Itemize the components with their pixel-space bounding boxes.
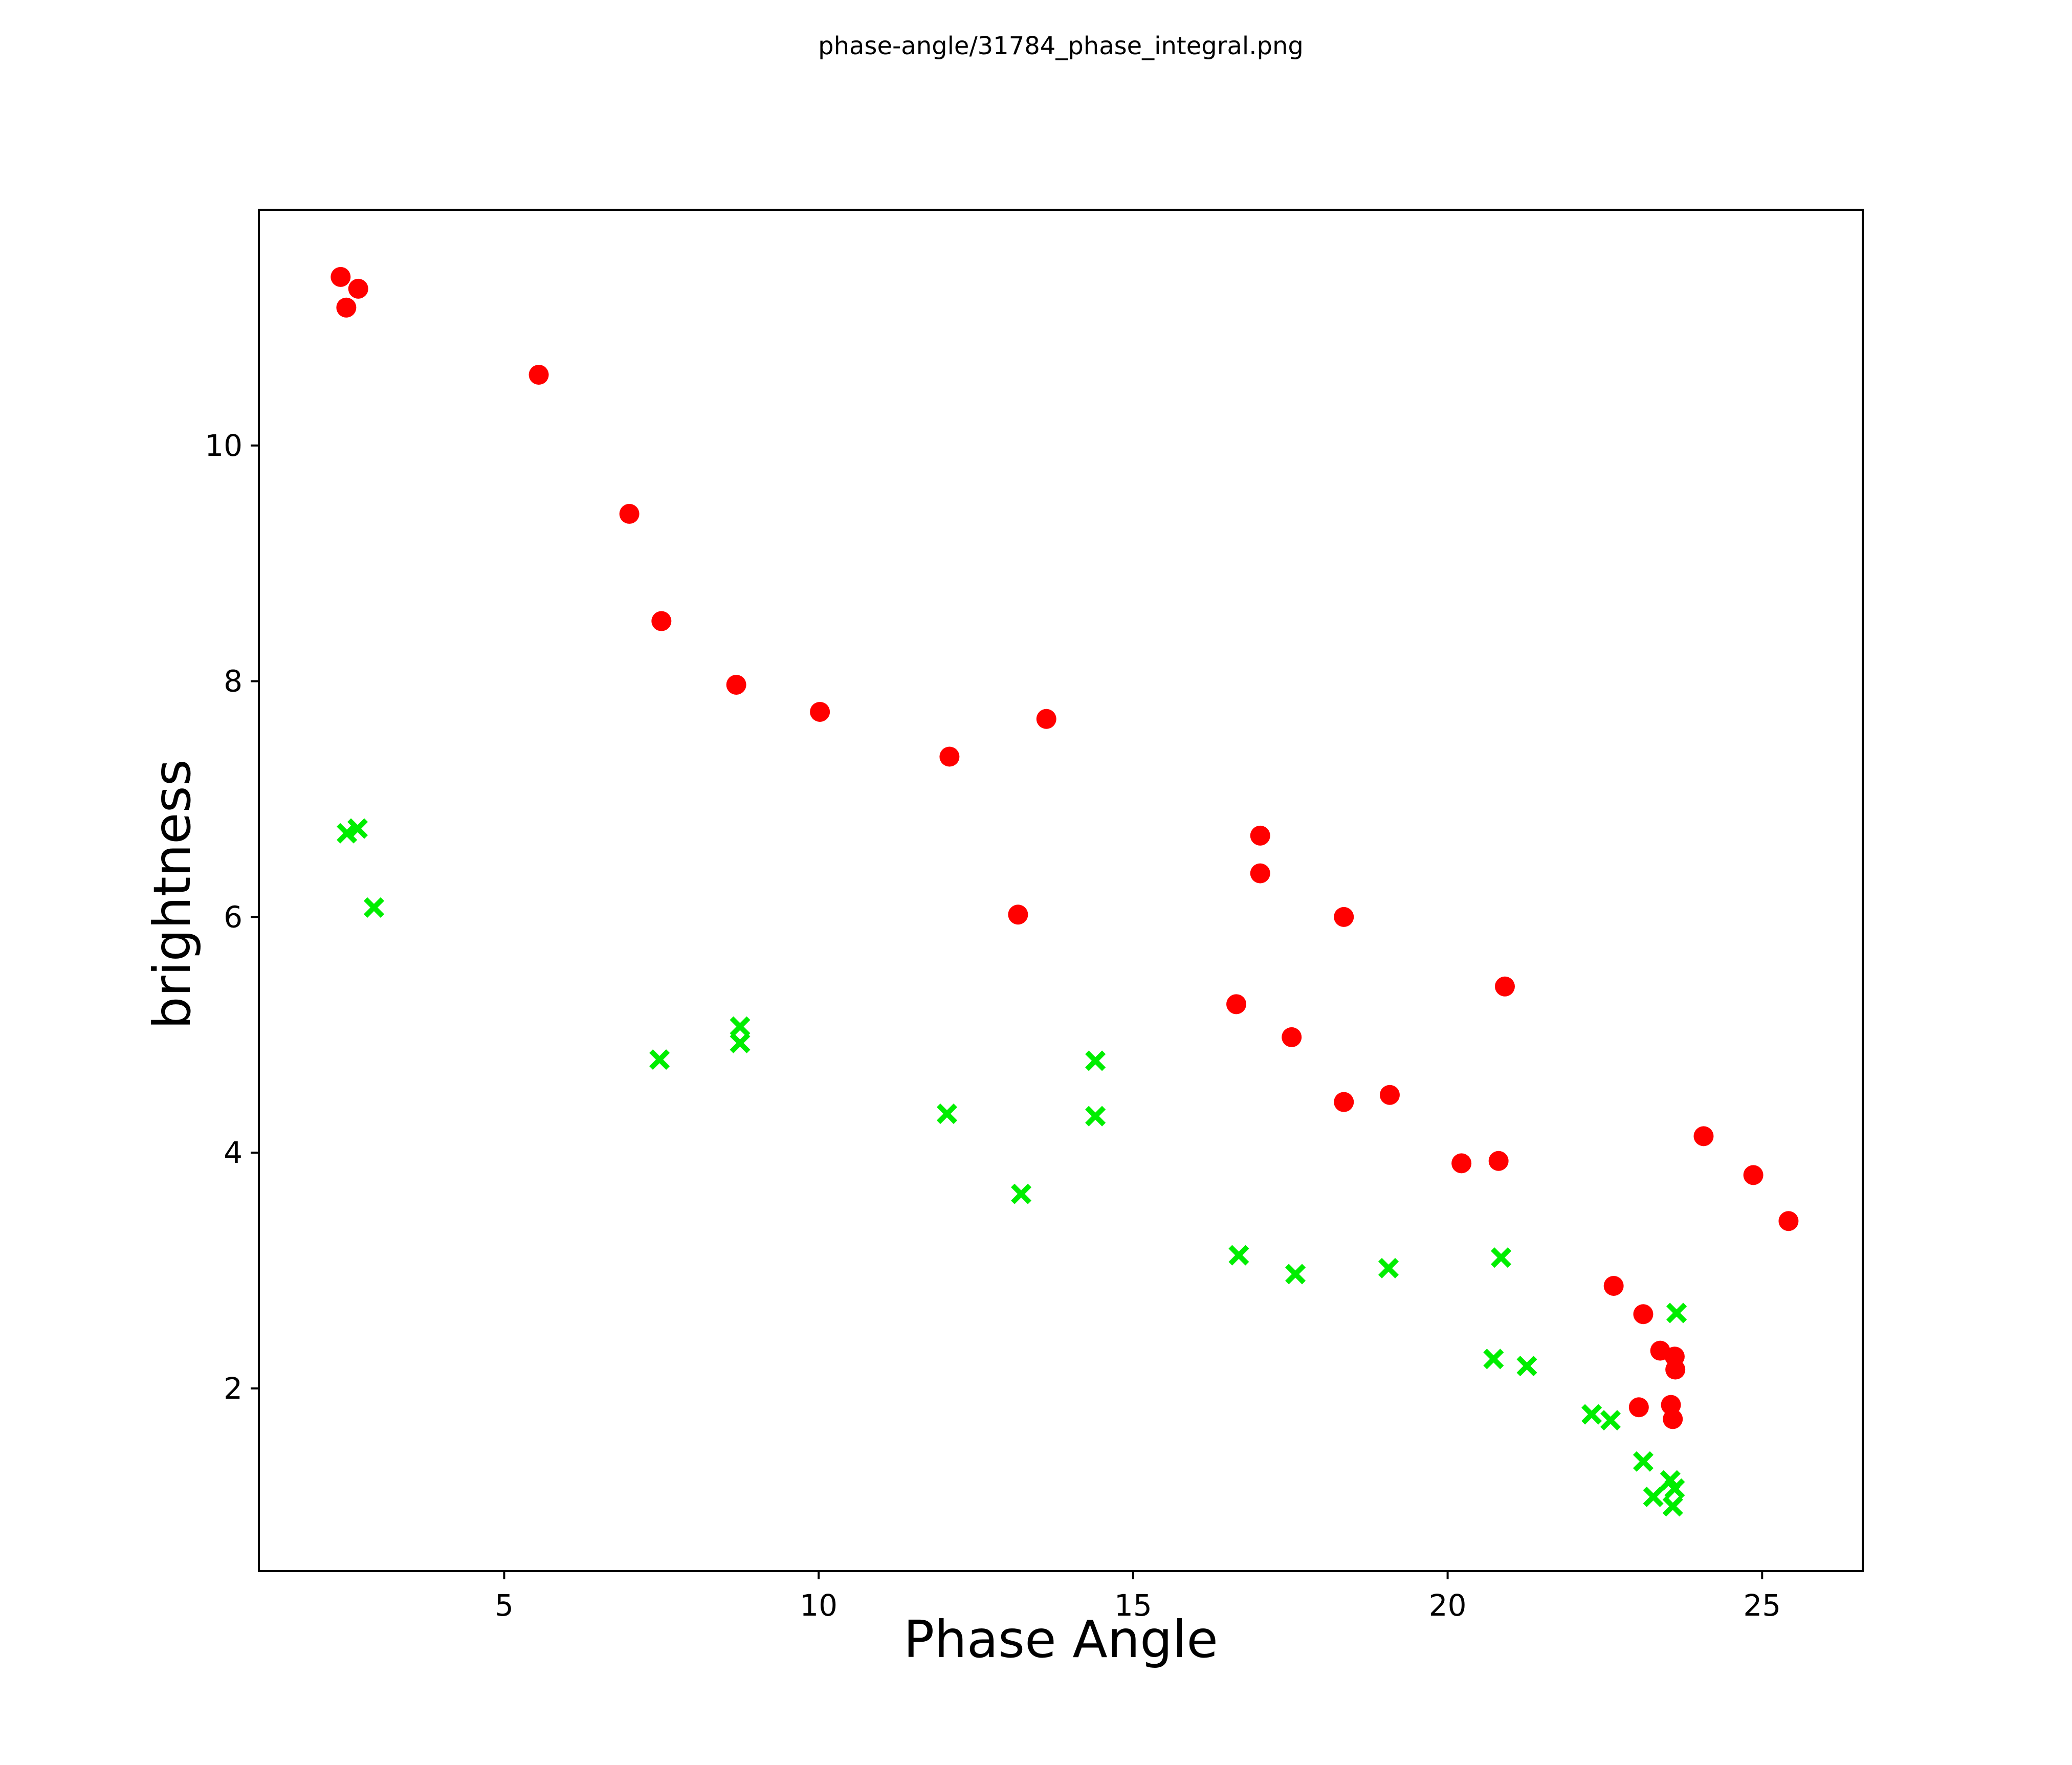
red-scatter-point: [1282, 1027, 1302, 1047]
plot-border: [258, 209, 1864, 1572]
y-tick-label: 10: [205, 428, 243, 463]
green-scatter-point: [1643, 1486, 1664, 1507]
red-scatter-point: [726, 674, 746, 695]
red-scatter-point: [939, 746, 960, 767]
green-scatter-point: [1011, 1183, 1032, 1204]
green-scatter-point: [363, 897, 385, 918]
red-scatter-point: [1250, 863, 1270, 884]
red-scatter-point: [1008, 904, 1028, 925]
y-tick-label: 4: [224, 1135, 243, 1170]
red-scatter-point: [1036, 709, 1056, 729]
red-scatter-point: [1603, 1275, 1624, 1296]
green-scatter-point: [936, 1104, 958, 1124]
x-tick-label: 10: [800, 1588, 837, 1623]
x-tick-label: 20: [1429, 1588, 1467, 1623]
green-scatter-point: [1633, 1451, 1654, 1472]
green-scatter-point: [1581, 1404, 1602, 1425]
red-scatter-point: [1693, 1126, 1714, 1146]
red-scatter-point: [528, 365, 549, 385]
red-scatter-point: [651, 611, 672, 631]
y-tick-label: 6: [224, 899, 243, 934]
green-scatter-point: [1228, 1245, 1249, 1266]
red-scatter-point: [619, 503, 640, 524]
red-scatter-point: [1250, 825, 1270, 846]
x-tick-label: 5: [495, 1588, 514, 1623]
green-scatter-point: [1516, 1356, 1537, 1377]
red-scatter-point: [1494, 976, 1515, 997]
green-scatter-point: [1285, 1264, 1306, 1285]
green-scatter-point: [1085, 1050, 1106, 1071]
green-scatter-point: [1483, 1349, 1504, 1370]
red-scatter-point: [330, 267, 351, 287]
green-scatter-point: [730, 1016, 751, 1037]
y-tick-label: 2: [224, 1371, 243, 1406]
red-scatter-point: [1778, 1211, 1799, 1231]
red-scatter-point: [1379, 1085, 1400, 1105]
green-scatter-point: [1491, 1247, 1512, 1268]
green-scatter-point: [1085, 1106, 1106, 1127]
red-scatter-point: [1334, 1092, 1354, 1112]
red-scatter-point: [1743, 1165, 1764, 1185]
red-scatter-point: [810, 701, 830, 722]
green-scatter-point: [649, 1049, 670, 1070]
y-axis-label: brightness: [142, 759, 202, 1029]
green-scatter-point: [337, 823, 358, 844]
y-tick-label: 8: [224, 664, 243, 699]
red-scatter-point: [1633, 1304, 1654, 1325]
red-scatter-point: [336, 297, 357, 318]
x-axis-label: Phase Angle: [903, 1609, 1218, 1669]
red-scatter-point: [1488, 1151, 1509, 1171]
green-scatter-point: [1600, 1410, 1621, 1431]
red-scatter-point: [1665, 1359, 1686, 1380]
red-scatter-point: [1451, 1153, 1472, 1174]
x-tick-label: 25: [1743, 1588, 1781, 1623]
green-scatter-point: [730, 1032, 751, 1053]
x-tick-label: 15: [1114, 1588, 1152, 1623]
red-scatter-point: [1663, 1409, 1683, 1429]
green-scatter-point: [1664, 1478, 1685, 1499]
red-scatter-point: [348, 278, 368, 299]
green-scatter-point: [347, 818, 368, 839]
red-scatter-point: [1226, 994, 1247, 1014]
green-scatter-point: [1666, 1303, 1687, 1323]
red-scatter-point: [1628, 1397, 1649, 1418]
green-scatter-point: [1378, 1257, 1399, 1278]
red-scatter-point: [1334, 907, 1354, 927]
chart-title: phase-angle/31784_phase_integral.png: [818, 32, 1304, 60]
green-scatter-point: [1662, 1496, 1683, 1517]
